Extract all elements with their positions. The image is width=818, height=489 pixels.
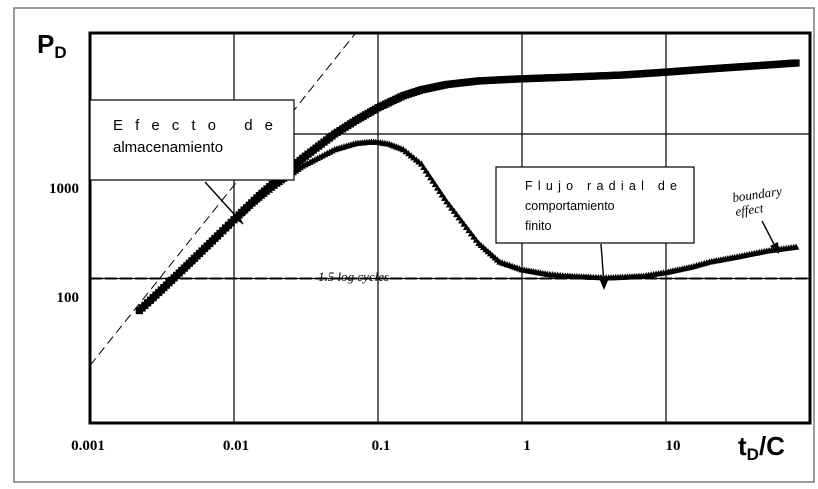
x-axis-title-sub: D (747, 445, 759, 464)
y-axis-title-sub: D (54, 43, 66, 62)
annotation-storage-line1: Efecto de (113, 117, 273, 134)
x-axis-title: tD/C (738, 431, 785, 464)
y-axis-title-main: P (37, 29, 54, 59)
x-tick-label: 0.001 (71, 438, 105, 454)
y-tick-label: 100 (57, 290, 80, 306)
annotation-boundary-line1: boundary (731, 183, 783, 205)
plot-area-border (88, 31, 812, 425)
annotation-arrowhead-radial (599, 278, 609, 290)
annotation-storage-line2: almacenamiento (113, 139, 223, 156)
annotation-arrow-boundary (761, 220, 777, 249)
y-axis-title: PD (37, 29, 67, 62)
pressure-point (792, 59, 800, 67)
annotation-arrowhead-storage (234, 214, 243, 224)
x-axis-title-main: t (738, 431, 747, 461)
derivative-series (135, 138, 800, 314)
x-tick-label: 1 (523, 438, 531, 454)
annotation-box-radial (495, 166, 695, 244)
x-tick-label: 10 (666, 438, 681, 454)
annotation-radial-line2: comportamiento (525, 199, 615, 213)
figure-border (13, 7, 815, 483)
annotation-radial-line3: finito (525, 219, 551, 233)
reference-lines (90, 33, 810, 366)
annotation-arrowhead-boundary (770, 242, 779, 254)
y-tick-label: 1000 (49, 181, 79, 197)
data-series (135, 59, 800, 315)
x-axis-title-tail: /C (759, 431, 785, 461)
x-tick-label: 0.1 (372, 438, 391, 454)
unit-slope-line (90, 33, 357, 366)
annotation-log-cycles: 1.5 log cycles (318, 269, 389, 284)
derivative-point (792, 243, 800, 250)
annotation-arrow-radial (600, 243, 605, 285)
annotation-boundary-line2: effect (734, 200, 764, 219)
x-tick-label: 0.01 (223, 438, 249, 454)
annotation-box-storage (89, 99, 295, 181)
